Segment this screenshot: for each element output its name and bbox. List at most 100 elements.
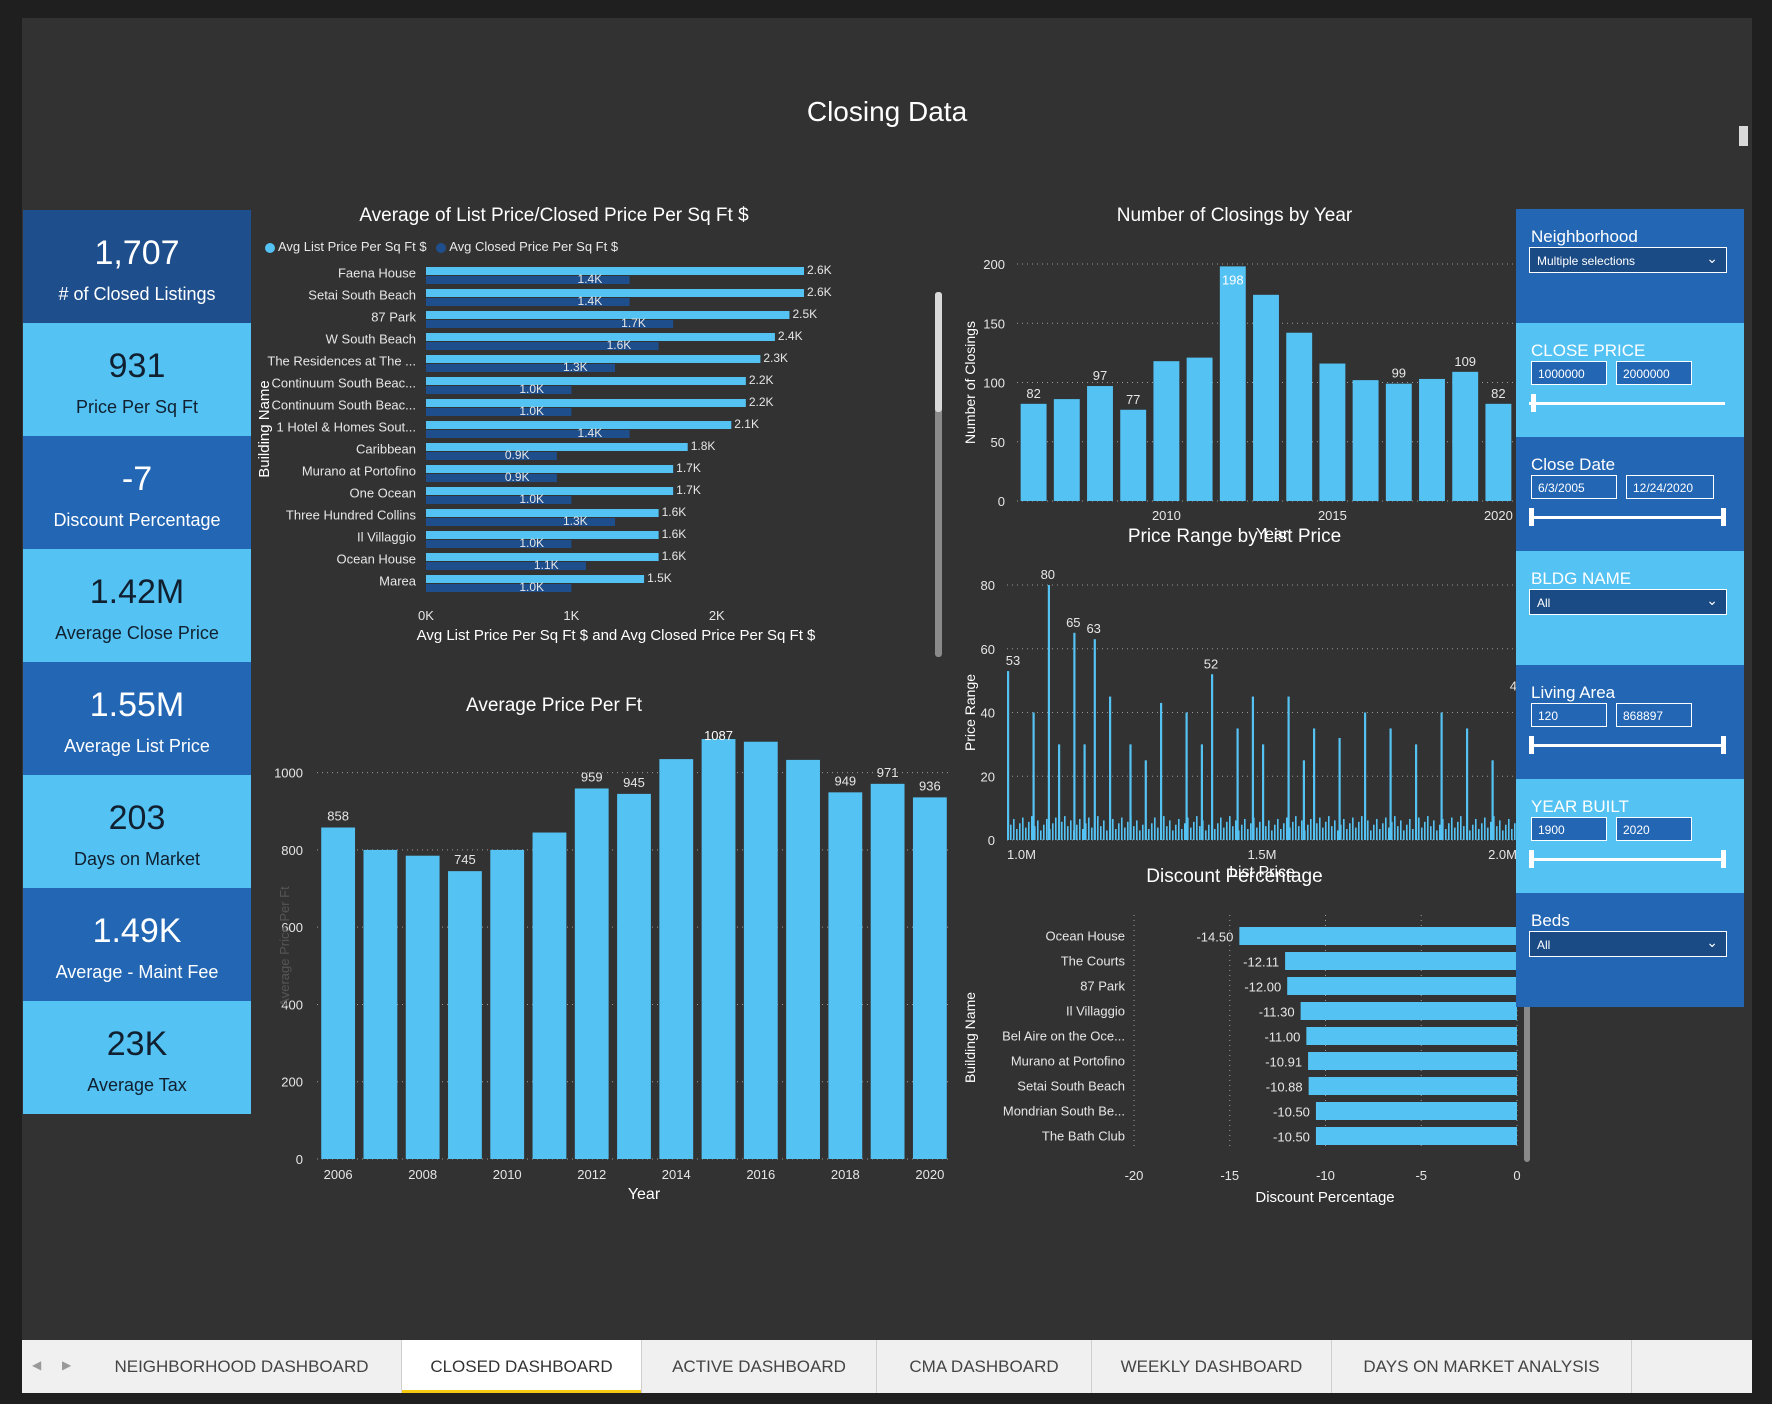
close-price-min-input[interactable]: 1000000 xyxy=(1531,361,1607,385)
data-label: 1.0K xyxy=(519,492,544,506)
page-title: Closing Data xyxy=(806,96,968,127)
tab-closed-dashboard[interactable]: CLOSED DASHBOARD xyxy=(402,1340,642,1393)
bar xyxy=(1238,830,1240,840)
bar xyxy=(1481,823,1483,840)
close-date-slider-handle-max[interactable] xyxy=(1721,508,1726,526)
bar xyxy=(1019,823,1021,840)
kpi-average-list-price: 1.55M Average List Price xyxy=(23,662,251,775)
bar xyxy=(1187,817,1189,840)
close-price-slider-track[interactable] xyxy=(1529,402,1725,405)
bar xyxy=(1451,817,1453,840)
bar xyxy=(363,849,398,1159)
living-area-slider-handle-max[interactable] xyxy=(1721,736,1726,754)
chart-average-price-per-ft[interactable]: Average Price Per Ft 0 200 400 600 800 1000 85… xyxy=(259,694,951,1214)
bar xyxy=(1300,1002,1517,1020)
bar xyxy=(1274,824,1276,840)
bar xyxy=(1088,817,1090,840)
bar xyxy=(659,759,694,1159)
bar xyxy=(1112,818,1114,840)
x-tick-label: 0 xyxy=(1513,1168,1520,1183)
bar xyxy=(426,553,659,561)
bar xyxy=(1340,824,1342,840)
close-date-end-input[interactable]: 12/24/2020 xyxy=(1626,475,1714,499)
bar xyxy=(1505,824,1507,840)
bar xyxy=(426,355,761,363)
close-date-start-input[interactable]: 6/3/2005 xyxy=(1531,475,1617,499)
year-built-min-input[interactable]: 1900 xyxy=(1531,817,1607,841)
bar xyxy=(1251,696,1254,840)
y-tick-label: 200 xyxy=(983,257,1005,272)
bar xyxy=(1157,827,1159,840)
bar xyxy=(1295,816,1297,840)
bar xyxy=(1236,728,1239,840)
kpi-column: 1,707 # of Closed Listings 931 Price Per S… xyxy=(23,210,251,1114)
tab-cma-dashboard[interactable]: CMA DASHBOARD xyxy=(877,1340,1092,1393)
bar xyxy=(1148,829,1150,840)
y-tick-label: Caribbean xyxy=(356,442,416,457)
tab-days-on-market-analysis[interactable]: DAYS ON MARKET ANALYSIS xyxy=(1332,1340,1632,1393)
x-tick-label: 1.0M xyxy=(1007,847,1036,862)
bar xyxy=(1043,824,1045,840)
tab-neighborhood-dashboard[interactable]: NEIGHBORHOOD DASHBOARD xyxy=(82,1340,402,1393)
chart-price-per-sqft[interactable]: Average of List Price/Closed Price Per S… xyxy=(256,204,949,684)
bar xyxy=(1118,823,1120,840)
bldg-name-dropdown[interactable]: All ⌄ xyxy=(1529,589,1727,615)
bar xyxy=(1244,818,1246,840)
living-area-slider-track[interactable] xyxy=(1529,744,1725,747)
slicer-bldg-name: BLDG NAME All ⌄ xyxy=(1516,551,1744,665)
page-scrollbar[interactable] xyxy=(1739,126,1748,146)
bar xyxy=(1229,816,1231,840)
bar xyxy=(1241,824,1243,840)
bar xyxy=(1076,824,1078,840)
living-area-max-input[interactable]: 868897 xyxy=(1616,703,1692,727)
bar xyxy=(1319,817,1321,840)
slicer-title: Beds xyxy=(1531,911,1570,930)
bar xyxy=(1200,744,1203,840)
close-price-max-input[interactable]: 2000000 xyxy=(1616,361,1692,385)
slicer-beds: Beds All ⌄ xyxy=(1516,893,1744,1007)
living-area-min-input[interactable]: 120 xyxy=(1531,703,1607,727)
bar xyxy=(1103,820,1105,840)
chevron-down-icon: ⌄ xyxy=(1706,592,1718,608)
year-built-max-input[interactable]: 2020 xyxy=(1616,817,1692,841)
chart-closings-by-year[interactable]: Number of Closings by Year 0 50 100 150 200 8… xyxy=(957,204,1515,543)
bar xyxy=(1010,824,1012,840)
y-tick-label: The Courts xyxy=(1061,954,1126,969)
y-tick-label: 200 xyxy=(281,1075,303,1090)
y-tick-label: 800 xyxy=(281,843,303,858)
chart-price-range[interactable]: Price Range by List Price 0 20 40 60 80 53 80 6… xyxy=(957,525,1524,881)
close-price-slider-handle-min[interactable] xyxy=(1531,394,1536,412)
neighborhood-dropdown[interactable]: Multiple selections ⌄ xyxy=(1529,247,1727,273)
year-built-slider-track[interactable] xyxy=(1529,858,1725,861)
x-axis-label: Year xyxy=(628,1186,661,1203)
chevron-right-icon[interactable]: ▶ xyxy=(62,1358,72,1372)
bar xyxy=(1219,266,1246,501)
bar xyxy=(1100,826,1102,840)
chevron-left-icon[interactable]: ◀ xyxy=(32,1358,42,1372)
bar xyxy=(1151,823,1153,840)
year-built-slider-handle-max[interactable] xyxy=(1721,850,1726,868)
bar xyxy=(1055,817,1057,840)
bar xyxy=(1121,817,1123,840)
tab-weekly-dashboard[interactable]: WEEKLY DASHBOARD xyxy=(1092,1340,1332,1393)
bar xyxy=(1306,1027,1517,1045)
data-label: 65 xyxy=(1066,615,1080,630)
living-area-slider-handle-min[interactable] xyxy=(1529,736,1534,754)
y-tick-label: One Ocean xyxy=(350,486,417,501)
year-built-slider-handle-min[interactable] xyxy=(1529,850,1534,868)
bar xyxy=(1022,817,1024,840)
y-axis-label: Average Price Per Ft xyxy=(277,886,292,1007)
chart-discount-percentage[interactable]: Discount Percentage -20 -15 -10 -5 0 -14.50 Oc… xyxy=(957,865,1530,1215)
close-date-slider-track[interactable] xyxy=(1529,516,1725,519)
close-date-slider-handle-min[interactable] xyxy=(1529,508,1534,526)
data-label: 82 xyxy=(1491,386,1505,401)
beds-dropdown[interactable]: All ⌄ xyxy=(1529,931,1727,957)
bar xyxy=(426,531,659,539)
tab-label: WEEKLY DASHBOARD xyxy=(1120,1357,1303,1376)
bar xyxy=(426,364,615,372)
bar xyxy=(1412,829,1414,840)
data-label: 2.1K xyxy=(734,417,759,431)
data-label: 1.3K xyxy=(563,514,588,528)
slicer-neighborhood: Neighborhood Multiple selections ⌄ xyxy=(1516,209,1744,323)
tab-active-dashboard[interactable]: ACTIVE DASHBOARD xyxy=(642,1340,877,1393)
